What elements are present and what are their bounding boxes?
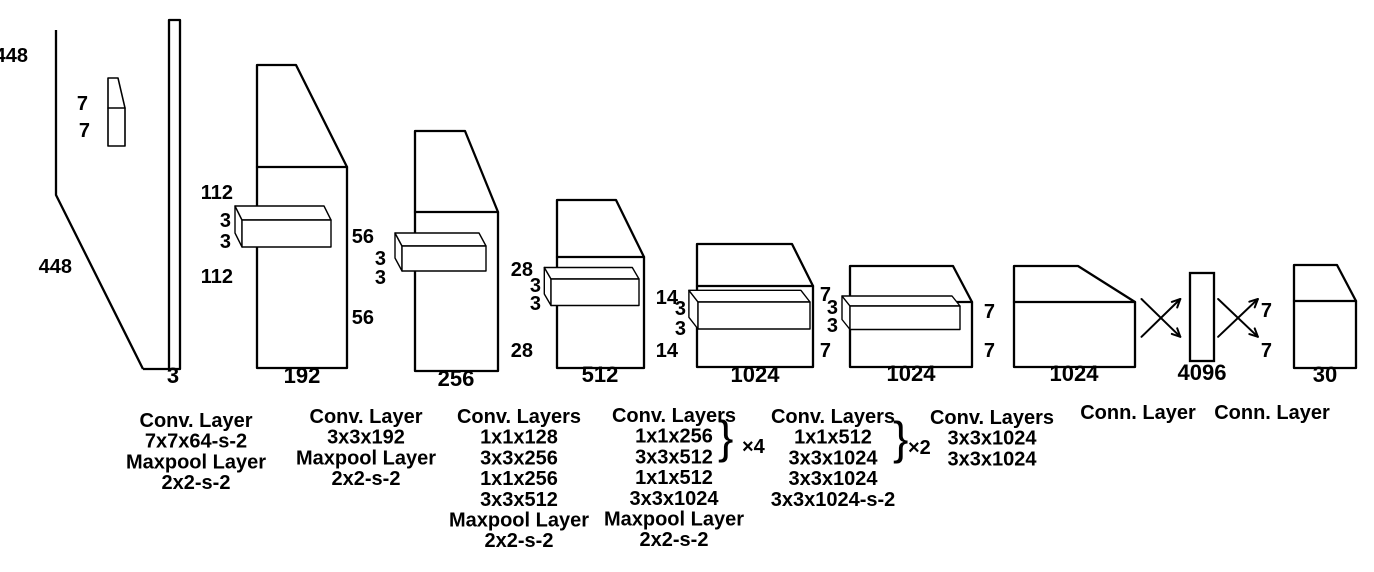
svg-text:1024: 1024 <box>731 362 781 387</box>
svg-text:1x1x512: 1x1x512 <box>635 467 713 489</box>
svg-text:3: 3 <box>220 231 231 253</box>
svg-text:56: 56 <box>352 307 374 329</box>
svg-text:3x3x1024-s-2: 3x3x1024-s-2 <box>771 489 896 511</box>
svg-text:1x1x512: 1x1x512 <box>794 427 872 449</box>
svg-text:Conv. Layers: Conv. Layers <box>457 406 581 428</box>
svg-text:2x2-s-2: 2x2-s-2 <box>332 468 401 490</box>
svg-text:256: 256 <box>438 366 475 391</box>
svg-text:}: } <box>893 412 908 464</box>
svg-text:Conv. Layer: Conv. Layer <box>140 410 253 432</box>
svg-text:3x3x1024: 3x3x1024 <box>630 488 720 510</box>
svg-text:7: 7 <box>984 301 995 323</box>
svg-text:3: 3 <box>220 210 231 232</box>
svg-text:7: 7 <box>77 93 88 115</box>
svg-text:7: 7 <box>79 120 90 142</box>
svg-text:448: 448 <box>39 256 72 278</box>
svg-text:3: 3 <box>675 298 686 320</box>
svg-text:28: 28 <box>511 340 533 362</box>
svg-text:×4: ×4 <box>742 436 766 458</box>
svg-text:3: 3 <box>675 318 686 340</box>
svg-text:3x3x1024: 3x3x1024 <box>789 447 879 469</box>
svg-text:14: 14 <box>656 340 679 362</box>
svg-text:7: 7 <box>820 340 831 362</box>
svg-text:7: 7 <box>1261 340 1272 362</box>
svg-text:Conn. Layer: Conn. Layer <box>1080 402 1196 424</box>
svg-text:1024: 1024 <box>1050 361 1100 386</box>
svg-text:2x2-s-2: 2x2-s-2 <box>640 529 709 551</box>
svg-text:2x2-s-2: 2x2-s-2 <box>162 472 231 494</box>
svg-text:30: 30 <box>1313 362 1337 387</box>
svg-text:7: 7 <box>984 340 995 362</box>
svg-text:56: 56 <box>352 226 374 248</box>
svg-text:3: 3 <box>375 267 386 289</box>
svg-text:1x1x256: 1x1x256 <box>635 426 713 448</box>
svg-text:×2: ×2 <box>908 437 931 459</box>
svg-text:112: 112 <box>201 266 233 288</box>
svg-text:3x3x1024: 3x3x1024 <box>948 448 1038 470</box>
svg-text:3: 3 <box>827 315 838 337</box>
svg-text:Conv. Layers: Conv. Layers <box>930 407 1054 429</box>
svg-text:Maxpool Layer: Maxpool Layer <box>296 447 436 469</box>
svg-text:1x1x128: 1x1x128 <box>480 427 558 449</box>
svg-text:3x3x1024: 3x3x1024 <box>948 428 1038 450</box>
svg-text:192: 192 <box>284 363 321 388</box>
svg-text:1024: 1024 <box>887 361 937 386</box>
svg-text:2x2-s-2: 2x2-s-2 <box>485 530 554 552</box>
svg-text:}: } <box>718 411 733 463</box>
svg-text:Conv. Layer: Conv. Layer <box>310 406 423 428</box>
svg-text:112: 112 <box>201 182 233 204</box>
svg-text:Maxpool Layer: Maxpool Layer <box>604 509 744 531</box>
svg-text:448: 448 <box>0 45 28 67</box>
svg-text:7: 7 <box>1261 300 1272 322</box>
svg-text:3x3x192: 3x3x192 <box>327 427 405 449</box>
svg-text:3: 3 <box>167 363 179 388</box>
svg-text:3x3x256: 3x3x256 <box>480 447 558 469</box>
svg-text:1x1x256: 1x1x256 <box>480 468 558 490</box>
svg-text:3x3x1024: 3x3x1024 <box>789 468 879 490</box>
svg-text:7x7x64-s-2: 7x7x64-s-2 <box>145 431 247 453</box>
svg-text:3x3x512: 3x3x512 <box>480 489 558 511</box>
svg-text:4096: 4096 <box>1178 360 1227 385</box>
svg-text:Conn. Layer: Conn. Layer <box>1214 402 1330 424</box>
svg-text:Maxpool Layer: Maxpool Layer <box>449 510 589 532</box>
svg-text:Maxpool Layer: Maxpool Layer <box>126 451 266 473</box>
svg-text:3: 3 <box>530 293 541 315</box>
svg-text:Conv. Layers: Conv. Layers <box>771 406 895 428</box>
svg-text:512: 512 <box>582 362 619 387</box>
svg-text:3x3x512: 3x3x512 <box>635 446 713 468</box>
